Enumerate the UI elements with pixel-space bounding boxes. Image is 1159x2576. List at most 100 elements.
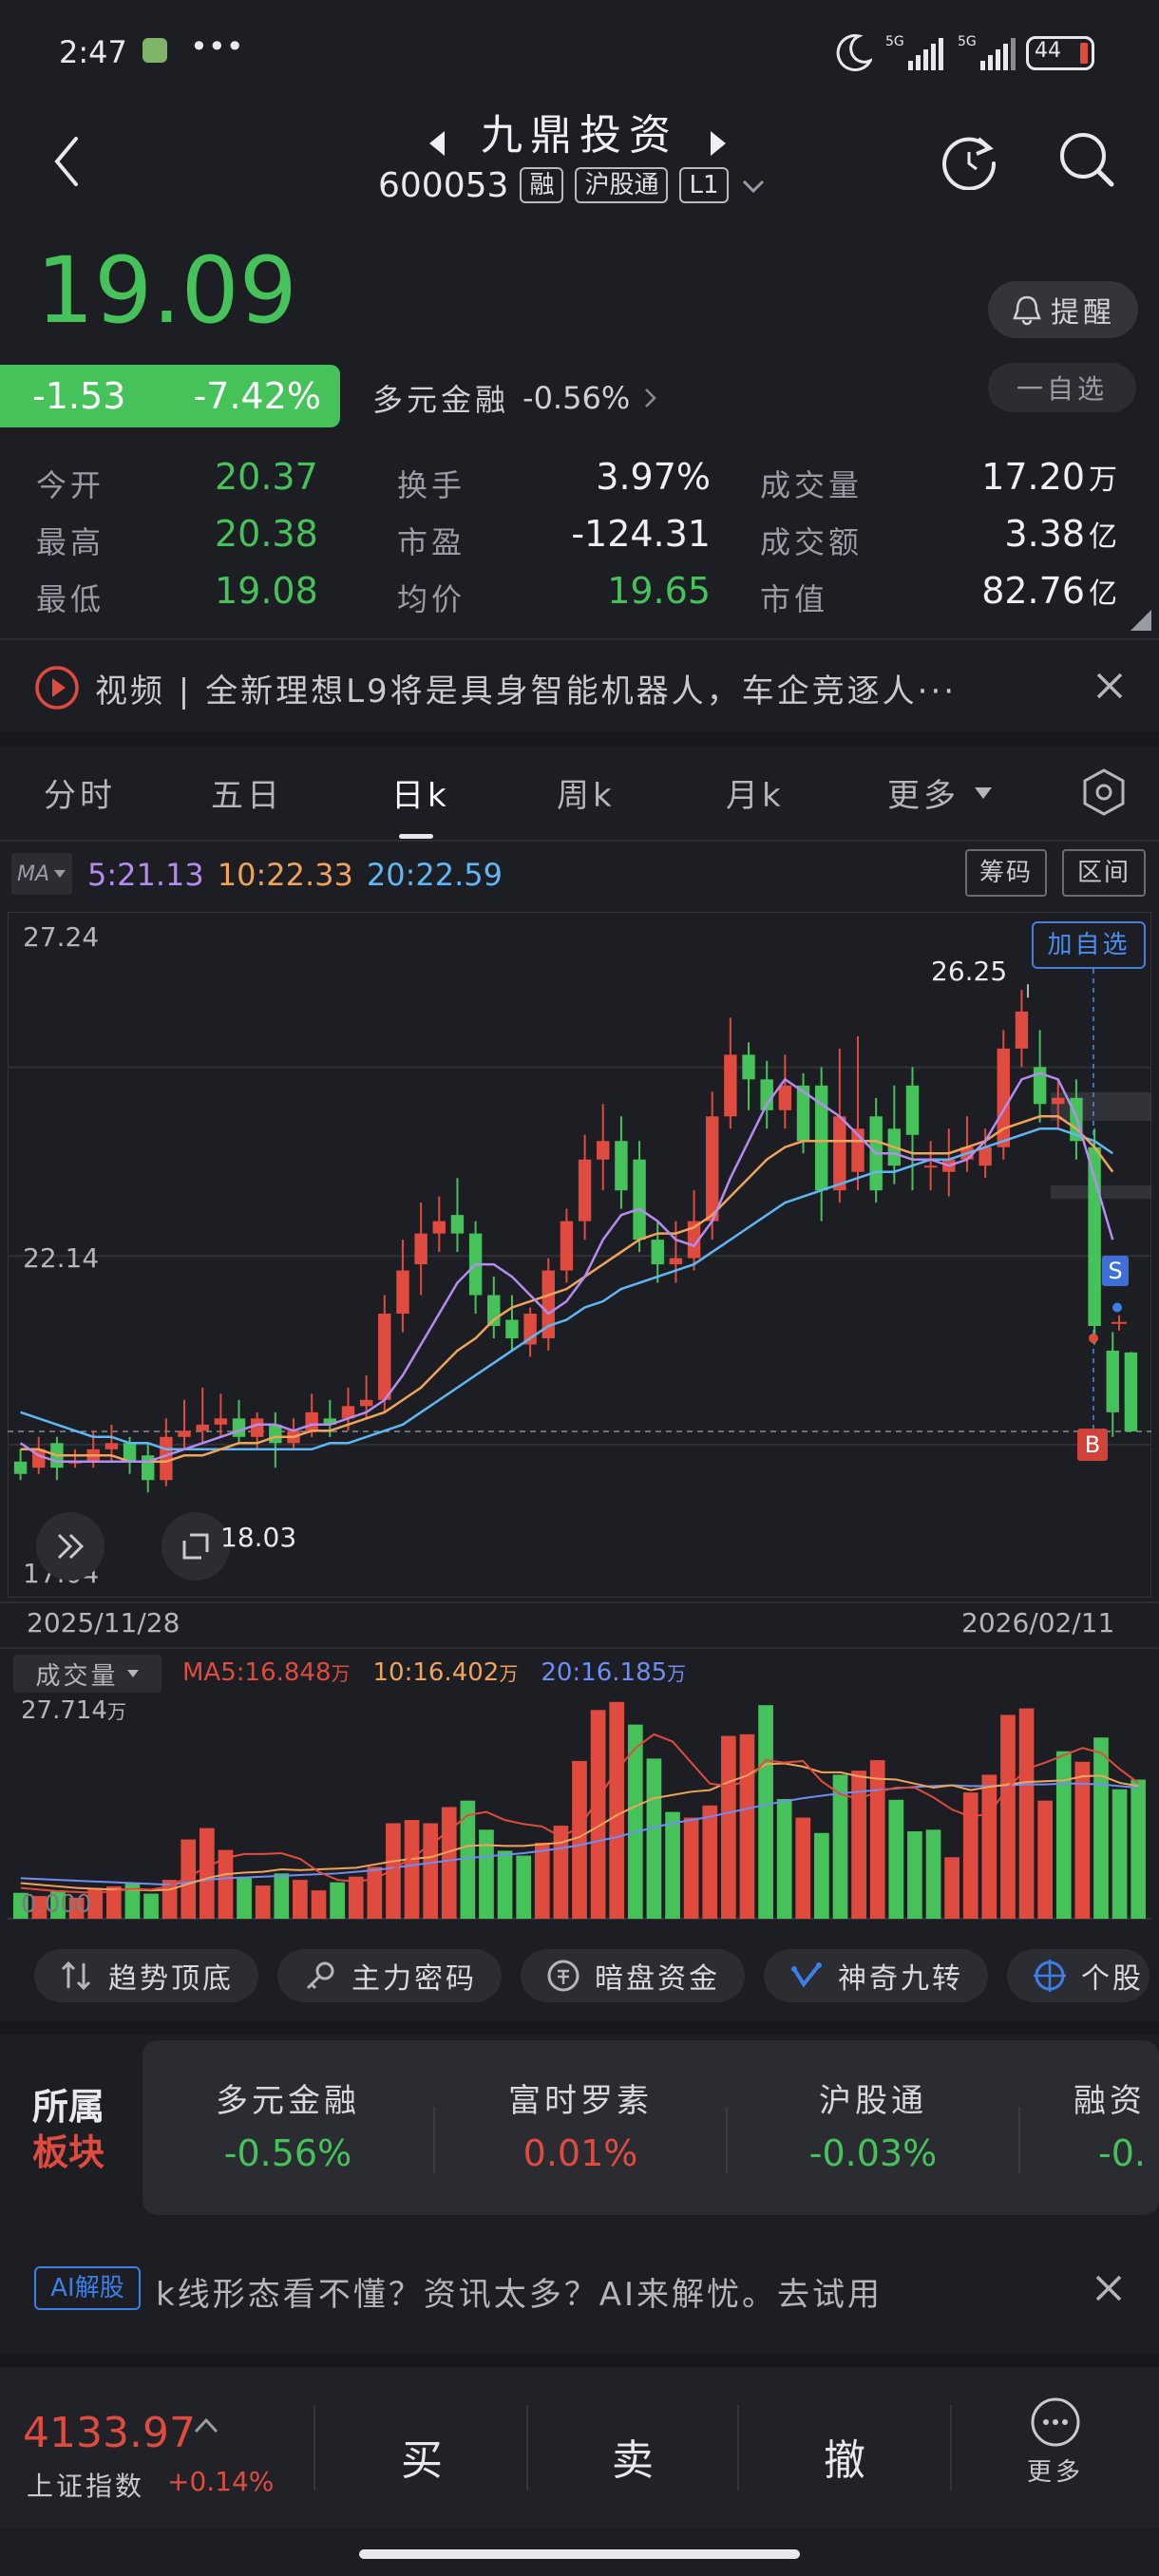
ai-badge: AI解股 <box>34 2266 141 2310</box>
sell-button[interactable]: 卖 <box>612 2436 654 2485</box>
candle-body <box>1015 1011 1029 1049</box>
chip-magic-nine[interactable]: 神奇九转 <box>764 1949 988 2002</box>
tab-more[interactable]: 更多 <box>887 769 994 816</box>
sector-item[interactable]: 沪股通 -0.03% <box>728 2074 1018 2174</box>
sector-pct: -0.56% <box>223 2132 352 2174</box>
volume-bar <box>143 1893 159 1919</box>
refresh-icon[interactable] <box>940 129 1001 190</box>
cancel-order-button[interactable]: 撤 <box>824 2436 865 2485</box>
sector-divider <box>1018 2107 1020 2173</box>
chevron-down-icon[interactable] <box>740 176 767 195</box>
stat-unit: 亿 <box>1089 521 1117 554</box>
volume-bar <box>497 1850 513 1919</box>
divider <box>0 840 1159 842</box>
ma-legend: 5:21.13 10:22.33 20:22.59 <box>87 857 503 893</box>
add-watchlist-button[interactable]: 一自选 <box>988 363 1136 412</box>
y-axis-mid-label: 22.14 <box>23 1242 100 1274</box>
candlestick-chart[interactable] <box>8 912 1151 1598</box>
prev-stock-icon[interactable] <box>426 129 448 158</box>
back-icon[interactable] <box>49 135 84 188</box>
chip-dark-pool-funds[interactable]: 暗盘资金 <box>521 1949 745 2002</box>
volume-bar <box>348 1876 364 1919</box>
volume-bar <box>274 1873 290 1919</box>
fullscreen-button[interactable] <box>162 1512 230 1581</box>
candle-body <box>341 1406 355 1419</box>
vol-ma20-value: 20:16.185 <box>541 1658 668 1687</box>
index-value[interactable]: 4133.97 <box>23 2409 196 2457</box>
more-circle-icon <box>1031 2397 1080 2447</box>
sector-item[interactable]: 多元金融 -0.56% <box>142 2074 433 2174</box>
expand-corner-icon[interactable] <box>1129 608 1153 633</box>
stock-name: 九鼎投资 <box>481 111 678 160</box>
candle-body <box>778 1085 792 1110</box>
ma20-value: 20:22.59 <box>366 857 503 893</box>
tab-daily-k[interactable]: 日k <box>391 777 450 815</box>
chip-trend-top-bottom[interactable]: 趋势顶底 <box>34 1949 258 2002</box>
tab-monthly-k[interactable]: 月k <box>726 777 785 815</box>
tab-five-day[interactable]: 五日 <box>211 777 283 815</box>
volume-bar <box>534 1842 550 1919</box>
stat-label: 成交额 <box>760 524 864 560</box>
signal-dot <box>1112 1302 1122 1313</box>
buy-signal-tag: B <box>1077 1429 1108 1461</box>
volume-chart[interactable] <box>8 1691 1151 1921</box>
volume-bar <box>311 1890 327 1919</box>
sector-item[interactable]: 富时罗素 0.01% <box>435 2074 726 2174</box>
sector-list: 多元金融 -0.56% 富时罗素 0.01% 沪股通 -0.03% 融资 -0. <box>142 2040 1159 2215</box>
sector-item[interactable]: 融资 -0. <box>1074 2074 1159 2174</box>
candle-body <box>414 1233 428 1265</box>
level-tag: L1 <box>679 167 729 203</box>
tab-intraday[interactable]: 分时 <box>44 777 116 815</box>
tab-weekly-k[interactable]: 周k <box>557 777 616 815</box>
chip-individual-stock[interactable]: 个股 <box>1007 1949 1150 2002</box>
volume-bar <box>441 1807 457 1919</box>
close-news-icon[interactable] <box>1092 669 1127 703</box>
bar-divider <box>526 2405 528 2491</box>
volume-bar <box>237 1878 252 1919</box>
volume-bar <box>907 1831 922 1919</box>
ma-selector[interactable]: MA <box>11 853 72 895</box>
stat-value: 19.08 <box>215 570 318 612</box>
ai-banner-text[interactable]: k线形态看不懂？资讯太多？AI来解忧。去试用 <box>156 2276 883 2314</box>
sector-link[interactable]: 多元金融 -0.56% <box>372 376 658 420</box>
more-button[interactable]: 更多 <box>952 2396 1159 2488</box>
expand-chart-button[interactable] <box>36 1512 104 1581</box>
chip-label: 趋势顶底 <box>108 1962 234 1996</box>
chevron-right-icon <box>645 388 656 407</box>
sector-divider <box>726 2107 728 2173</box>
volume-bar <box>627 1724 643 1919</box>
sector-name: 富时罗素 <box>508 2082 653 2120</box>
stat-label: 市盈 <box>397 524 466 560</box>
chips-button[interactable]: 筹码 <box>965 849 1047 897</box>
candle-body <box>123 1443 137 1462</box>
chip-main-force-code[interactable]: 主力密码 <box>277 1949 502 2002</box>
stat-label: 最低 <box>36 581 105 617</box>
price-change: -1.53 <box>32 375 126 417</box>
volume-bar <box>832 1774 848 1919</box>
caret-down-icon <box>975 786 992 799</box>
volume-bar <box>665 1811 680 1919</box>
divider <box>0 638 1159 640</box>
remind-button[interactable]: 提醒 <box>988 281 1138 338</box>
indicator-selector[interactable]: 成交量 <box>13 1655 162 1693</box>
trend-arrows-icon <box>61 1960 91 1991</box>
stat-value: 20.37 <box>215 456 318 498</box>
stat-label: 今开 <box>36 467 105 503</box>
add-watch-chart-button[interactable]: 加自选 <box>1032 921 1146 969</box>
signal-cross <box>1112 1315 1127 1331</box>
price-change-pct: -7.42% <box>193 375 321 417</box>
home-indicator <box>359 2549 800 2559</box>
status-more-dots: ••• <box>190 28 244 65</box>
candle-body <box>669 1258 683 1265</box>
next-stock-icon[interactable] <box>707 129 730 158</box>
range-button[interactable]: 区间 <box>1062 849 1146 897</box>
vol-ma5-value: MA5:16.848 <box>182 1658 332 1687</box>
search-icon[interactable] <box>1056 129 1117 190</box>
buy-button[interactable]: 买 <box>401 2436 443 2485</box>
chip-label: 主力密码 <box>352 1962 477 1996</box>
close-ai-banner-icon[interactable] <box>1092 2272 1125 2304</box>
chart-settings-icon[interactable] <box>1081 767 1127 817</box>
news-headline[interactable]: 视频 | 全新理想L9将是具身智能机器人，车企竞逐人··· <box>95 672 958 710</box>
volume-bar <box>180 1839 197 1919</box>
volume-bar <box>683 1817 699 1919</box>
